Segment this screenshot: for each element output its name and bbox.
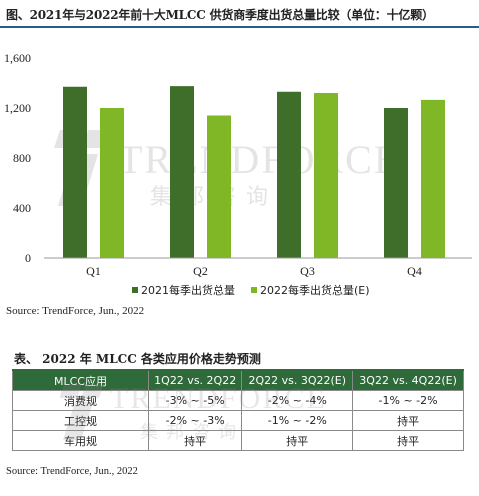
table-header-row: MLCC应用 1Q22 vs. 2Q22 2Q22 vs. 3Q22(E) 3Q… — [12, 369, 464, 391]
y-tick-label: 1,600 — [4, 51, 31, 65]
y-tick-label: 400 — [13, 201, 31, 215]
bar-2022-q2 — [207, 115, 231, 258]
x-tick-label: Q1 — [86, 264, 101, 278]
legend-swatch-2022 — [251, 287, 257, 293]
bar-2021-q1 — [63, 86, 87, 258]
x-tick-label: Q2 — [193, 264, 208, 278]
watermark-brand: TRENDFORCE — [118, 137, 400, 182]
header-q1-q2: 1Q22 vs. 2Q22 — [147, 369, 243, 391]
bar-2022-q4 — [421, 99, 445, 258]
table-source: Source: TrendForce, Jun., 2022 — [6, 466, 138, 477]
x-axis: Q1 Q2 Q3 Q4 — [86, 264, 422, 278]
bar-2021-q4 — [384, 108, 408, 258]
bars — [63, 86, 445, 258]
table-cell: -1% ~ -2% — [352, 390, 464, 411]
row-label-industrial: 工控规 — [12, 410, 149, 431]
table-cell: 持平 — [352, 410, 464, 431]
table-row: 工控规 -2% ~ -3% -1% ~ -2% 持平 — [12, 410, 464, 431]
title-rule — [0, 26, 479, 28]
header-application: MLCC应用 — [12, 369, 149, 391]
bar-chart: TRENDFORCE 集邦咨询 0 400 800 1,200 1,600 Q1 Q2 Q3… — [4, 51, 472, 297]
table-cell: -3% ~ -5% — [147, 390, 243, 411]
watermark-chart: TRENDFORCE 集邦咨询 — [54, 130, 400, 210]
table-cell: -1% ~ -2% — [241, 410, 354, 431]
bar-2021-q3 — [277, 91, 301, 258]
table-cell: 持平 — [352, 430, 464, 451]
header-q3-q4: 3Q22 vs. 4Q22(E) — [352, 369, 464, 391]
legend-label-2022: 2022每季出货总量(E) — [260, 283, 370, 297]
table-cell: 持平 — [241, 430, 354, 451]
x-tick-label: Q4 — [407, 264, 422, 278]
table-cell: 持平 — [147, 430, 243, 451]
y-axis: 0 400 800 1,200 1,600 — [4, 51, 31, 265]
bar-2021-q2 — [170, 86, 194, 258]
table-title: 表、 2022 年 MLCC 各类应用价格走势预测 — [14, 352, 261, 366]
row-label-automotive: 车用规 — [12, 430, 149, 451]
table-row: 车用规 持平 持平 持平 — [12, 430, 464, 451]
table-cell: -2% ~ -4% — [241, 390, 354, 411]
bar-2022-q1 — [100, 108, 124, 258]
legend-label-2021: 2021每季出货总量 — [141, 283, 235, 297]
figure-source: Source: TrendForce, Jun., 2022 — [6, 305, 145, 317]
legend-swatch-2021 — [132, 287, 138, 293]
bar-2022-q3 — [314, 93, 338, 258]
row-label-consumer: 消费规 — [12, 390, 149, 411]
price-trend-table: MLCC应用 1Q22 vs. 2Q22 2Q22 vs. 3Q22(E) 3Q… — [12, 369, 464, 451]
x-tick-label: Q3 — [300, 264, 315, 278]
legend: 2021每季出货总量 2022每季出货总量(E) — [132, 283, 370, 297]
y-tick-label: 800 — [13, 151, 31, 165]
table-cell: -2% ~ -3% — [147, 410, 243, 431]
header-q2-q3: 2Q22 vs. 3Q22(E) — [241, 369, 354, 391]
table-row: 消费规 -3% ~ -5% -2% ~ -4% -1% ~ -2% — [12, 390, 464, 411]
figure-title: 图、2021年与2022年前十大MLCC 供货商季度出货总量比较（单位：十亿颗） — [6, 8, 434, 22]
y-tick-label: 1,200 — [4, 101, 31, 115]
y-tick-label: 0 — [25, 251, 31, 265]
